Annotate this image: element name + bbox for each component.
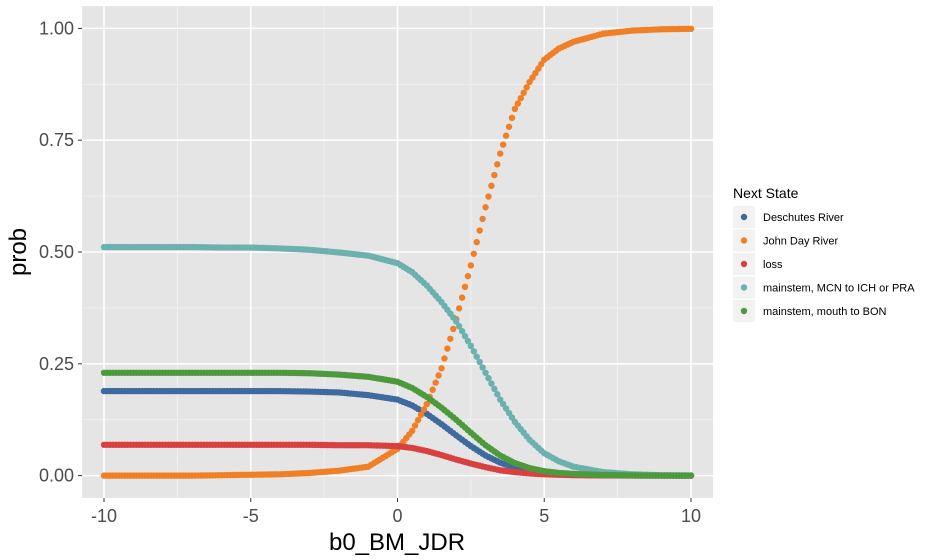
data-point [491, 171, 498, 179]
legend: Next State Deschutes River John Day River… [733, 185, 915, 322]
legend-marker [740, 213, 748, 221]
series-layer [100, 25, 695, 479]
y-axis-title: prob [5, 228, 32, 276]
data-point [470, 348, 478, 355]
data-point [464, 272, 472, 280]
data-point [458, 294, 466, 301]
data-point [485, 193, 492, 200]
x-tick-label: -10 [91, 506, 117, 526]
legend-item: John Day River [733, 229, 839, 252]
legend-label: John Day River [763, 236, 839, 248]
data-point [435, 372, 442, 379]
data-point [482, 369, 489, 376]
data-point [450, 325, 457, 333]
data-point [494, 391, 501, 398]
legend-label: mainstem, MCN to ICH or PRA [763, 283, 915, 295]
data-point [488, 380, 495, 387]
data-point [411, 422, 419, 429]
data-point [467, 342, 475, 350]
series-4 [100, 369, 695, 479]
x-tick-label: 0 [392, 506, 402, 526]
data-point [485, 374, 492, 382]
legend-label: Deschutes River [763, 212, 844, 224]
data-point [473, 238, 480, 246]
data-point [470, 250, 478, 257]
y-tick-label: 0.25 [39, 354, 74, 374]
legend-title: Next State [733, 185, 799, 201]
data-point [447, 335, 454, 342]
data-point [479, 215, 486, 223]
x-tick-label: -5 [243, 506, 259, 526]
data-point [491, 385, 498, 393]
data-point [514, 100, 522, 107]
data-point [502, 132, 510, 139]
data-point [497, 150, 504, 157]
data-point [494, 161, 501, 168]
legend-marker [740, 237, 748, 244]
data-point [476, 358, 483, 366]
legend-item: loss [733, 253, 783, 275]
data-point [473, 353, 480, 360]
data-point [461, 332, 469, 340]
y-tick-label: 0.75 [39, 130, 74, 150]
data-point [441, 355, 448, 362]
data-point [408, 427, 416, 435]
legend-item: mainstem, MCN to ICH or PRA [733, 276, 915, 299]
x-tick-label: 5 [539, 506, 549, 526]
data-point [511, 105, 519, 113]
data-point [505, 123, 513, 130]
data-point [687, 25, 695, 33]
data-point [461, 283, 469, 291]
data-point [455, 305, 463, 312]
y-tick-label: 0.50 [39, 242, 74, 262]
legend-item: mainstem, mouth to BON [733, 300, 887, 322]
data-point [417, 411, 425, 419]
data-point [452, 318, 460, 325]
data-point [517, 94, 524, 102]
legend-item: Deschutes River [733, 206, 844, 228]
data-point [488, 182, 495, 190]
axes: -10 -5 0 5 10 0.00 0.25 0.50 0.75 1.00 [39, 18, 701, 526]
data-point [482, 204, 489, 211]
data-point [499, 141, 507, 148]
data-point [523, 84, 530, 91]
major-grid [82, 6, 713, 498]
data-point [508, 114, 516, 122]
data-point [444, 345, 451, 352]
data-point [476, 227, 483, 234]
y-tick-label: 0.00 [39, 466, 74, 486]
series-1 [100, 25, 695, 479]
data-point [458, 327, 466, 335]
x-tick-label: 10 [681, 506, 701, 526]
y-tick-label: 1.00 [39, 18, 74, 38]
legend-label: mainstem, mouth to BON [763, 306, 887, 318]
x-axis-title: b0_BM_JDR [329, 529, 465, 556]
data-point [423, 400, 431, 408]
data-point [438, 365, 445, 372]
legend-marker [740, 260, 748, 268]
data-point [455, 323, 463, 330]
data-point [479, 364, 486, 371]
legend-marker [740, 307, 748, 315]
data-point [464, 337, 472, 345]
data-point [414, 416, 422, 424]
data-point [420, 406, 428, 413]
data-point [467, 262, 475, 269]
data-point [432, 379, 439, 386]
data-point [687, 472, 695, 479]
legend-items: Deschutes River John Day River loss mainste… [733, 206, 915, 322]
legend-marker [740, 284, 748, 291]
data-point [429, 386, 436, 393]
legend-label: loss [763, 259, 783, 271]
data-point [520, 89, 527, 96]
